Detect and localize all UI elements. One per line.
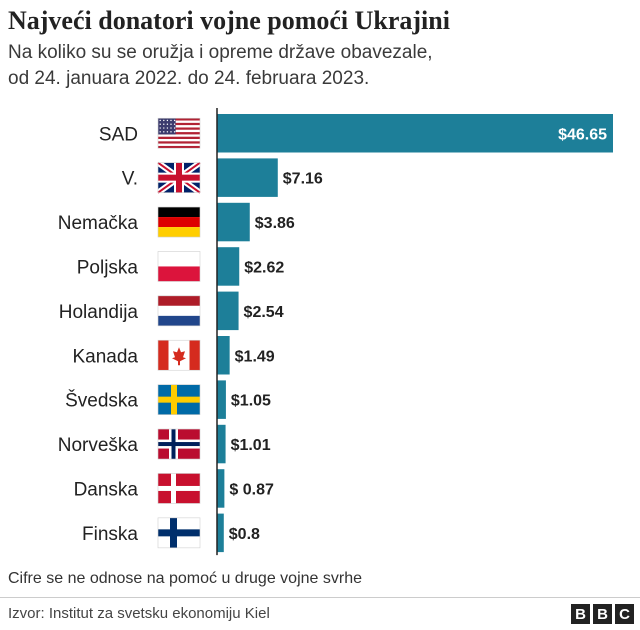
bbc-logo-letter: B [593,604,612,624]
value-label: $1.49 [235,348,275,365]
poland-flag [157,251,201,282]
value-label: $46.65 [558,126,607,143]
bar [217,513,224,553]
value-label: $7.16 [283,171,323,188]
bbc-logo-letter: B [571,604,590,624]
category-label: Holandija [59,302,139,323]
value-label: $0.8 [229,526,260,543]
footer-divider [0,597,640,598]
value-label: $1.05 [231,393,271,410]
value-label: $1.01 [231,437,271,454]
chart-title: Najveći donatori vojne pomoći Ukrajini [8,6,450,35]
value-label: $2.62 [244,259,284,276]
category-label: Danska [74,479,139,500]
bar-chart: SAD $46.65 V. $7.16 Nemačka $3.86 Poljska $2.62… [58,108,613,556]
category-label: V. [122,169,138,190]
germany-flag [157,206,201,238]
bar [217,424,226,464]
category-label: Nemačka [58,213,139,234]
bar [217,247,240,286]
sweden-flag [157,384,201,415]
bar [217,114,613,153]
category-label: Poljska [77,257,139,278]
footnote: Cifre se ne odnose na pomoć u druge vojn… [8,570,362,587]
subtitle-line-1: Na koliko su se oružja i opreme države o… [8,42,433,63]
usa-flag [157,117,201,149]
category-label: Finska [82,524,138,545]
netherlands-flag [157,295,201,327]
bbc-logo-letter: C [615,604,634,624]
value-label: $2.54 [244,304,284,321]
value-label: $ 0.87 [229,481,274,498]
category-label: Kanada [72,346,138,367]
subtitle-line-2: od 24. januara 2022. do 24. februara 202… [8,68,370,89]
canada-flag [157,339,201,371]
bar [217,336,230,375]
source-note: Izvor: Institut za svetsku ekonomiju Kie… [8,605,270,622]
category-label: Švedska [65,390,138,412]
uk-flag [156,160,202,196]
bar [217,291,239,331]
category-label: SAD [99,124,138,145]
bar [217,469,225,508]
finland-flag [157,517,201,549]
value-label: $3.86 [255,215,295,232]
bbc-logo: B B C [571,604,634,624]
bar [217,202,250,242]
bar [217,158,278,197]
bar [217,380,226,419]
chart-subtitle: Na koliko su se oružja i opreme države o… [8,40,628,92]
norway-flag [157,428,201,460]
category-label: Norveška [58,435,139,456]
denmark-flag [157,473,201,504]
